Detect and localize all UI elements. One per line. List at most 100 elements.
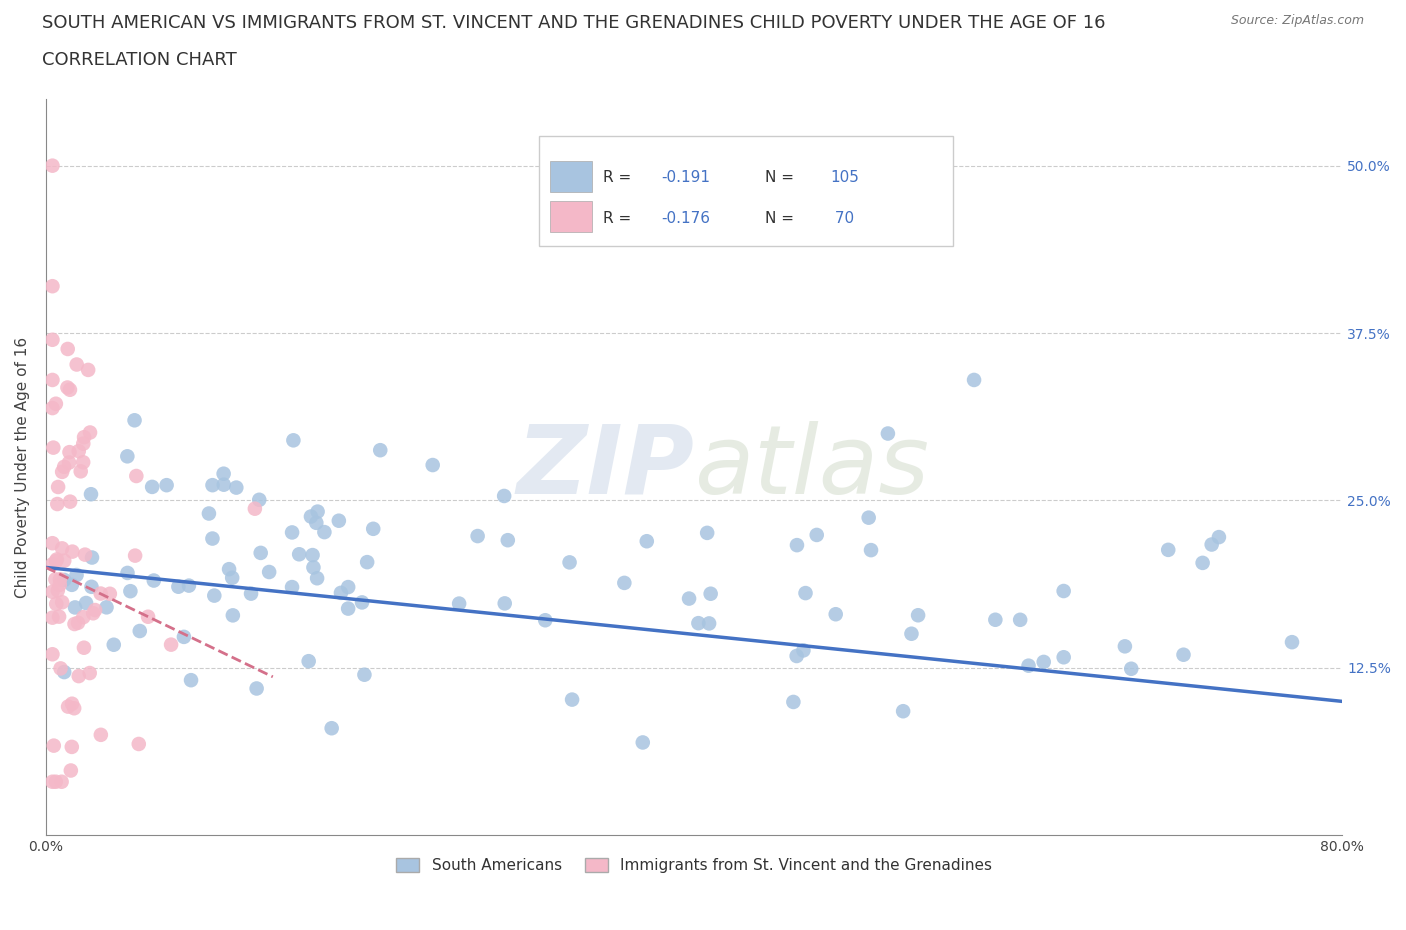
Point [858, 511, 880, 525]
Point [167, 579, 190, 594]
Text: 105: 105 [830, 170, 859, 185]
Point [337, 579, 360, 594]
Point [51, 464, 73, 479]
Text: N =: N = [765, 211, 799, 226]
Point [1114, 639, 1136, 654]
Point [824, 606, 846, 621]
Point [48, 609, 70, 624]
Point [56, 341, 79, 356]
Point [246, 681, 269, 696]
Text: N =: N = [765, 170, 799, 185]
Point [56, 699, 79, 714]
Point [49, 578, 72, 592]
Point [128, 737, 150, 751]
Point [225, 480, 247, 495]
Point [699, 586, 721, 601]
Point [46, 583, 69, 598]
Point [59, 494, 82, 509]
Point [984, 612, 1007, 627]
Point [1201, 538, 1223, 552]
Point [63, 600, 86, 615]
Point [288, 547, 311, 562]
Point [221, 570, 243, 585]
Text: -0.176: -0.176 [662, 211, 710, 226]
Point [45, 596, 67, 611]
Point [53, 553, 76, 568]
Point [329, 585, 352, 600]
Point [41, 158, 63, 173]
Point [782, 695, 804, 710]
Point [59, 382, 82, 397]
Point [65, 567, 87, 582]
Point [84, 603, 107, 618]
Point [786, 648, 808, 663]
Point [281, 525, 304, 540]
Point [69, 464, 91, 479]
Text: R =: R = [603, 211, 637, 226]
Point [160, 637, 183, 652]
Point [42, 440, 65, 455]
Point [786, 538, 808, 552]
Point [60, 544, 83, 559]
Point [696, 525, 718, 540]
Point [98, 586, 121, 601]
Text: atlas: atlas [695, 420, 929, 513]
Point [75, 595, 97, 610]
FancyBboxPatch shape [538, 136, 953, 246]
Point [907, 608, 929, 623]
Point [301, 548, 323, 563]
Point [59, 763, 82, 777]
Point [79, 425, 101, 440]
Point [73, 640, 96, 655]
Point [240, 586, 263, 601]
Point [124, 413, 146, 428]
Point [243, 501, 266, 516]
Point [361, 522, 384, 537]
Point [60, 578, 83, 592]
Point [53, 459, 76, 474]
Point [350, 595, 373, 610]
Text: 70: 70 [830, 211, 855, 226]
Point [49, 572, 72, 587]
Point [467, 528, 489, 543]
Text: -0.191: -0.191 [662, 170, 710, 185]
Text: Source: ZipAtlas.com: Source: ZipAtlas.com [1230, 14, 1364, 27]
Point [41, 610, 63, 625]
Point [51, 775, 73, 790]
Point [321, 721, 343, 736]
Point [1191, 555, 1213, 570]
Point [212, 466, 235, 481]
Point [299, 509, 322, 524]
Point [60, 697, 83, 711]
Legend: South Americans, Immigrants from St. Vincent and the Grenadines: South Americans, Immigrants from St. Vin… [391, 852, 998, 879]
Point [328, 513, 350, 528]
Point [353, 668, 375, 683]
Point [558, 555, 581, 570]
Point [1281, 634, 1303, 649]
Point [90, 586, 112, 601]
Point [877, 426, 900, 441]
Point [96, 600, 118, 615]
Point [56, 380, 79, 395]
Point [44, 572, 66, 587]
Point [46, 497, 69, 512]
Point [45, 553, 67, 568]
Point [561, 692, 583, 707]
Point [201, 531, 224, 546]
Text: R =: R = [603, 170, 637, 185]
Point [66, 357, 89, 372]
Point [534, 613, 557, 628]
Point [1053, 584, 1076, 599]
Point [117, 565, 139, 580]
Point [41, 647, 63, 662]
Point [45, 775, 67, 790]
Point [202, 588, 225, 603]
Point [496, 533, 519, 548]
Point [45, 396, 67, 411]
Point [45, 552, 67, 567]
Point [79, 666, 101, 681]
Text: SOUTH AMERICAN VS IMMIGRANTS FROM ST. VINCENT AND THE GRENADINES CHILD POVERTY U: SOUTH AMERICAN VS IMMIGRANTS FROM ST. VI… [42, 14, 1105, 32]
Point [449, 596, 471, 611]
Point [198, 506, 221, 521]
Point [177, 578, 200, 593]
